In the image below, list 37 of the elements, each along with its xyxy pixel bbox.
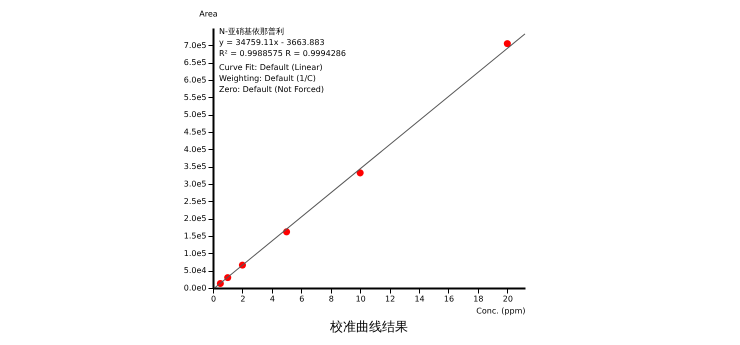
y-axis-title: Area (199, 10, 218, 18)
annotation: Zero: Default (Not Forced) (219, 85, 324, 94)
x-tick-label: 4 (270, 294, 275, 304)
annotation: Weighting: Default (1/C) (219, 74, 316, 83)
annotation: R² = 0.9988575 R = 0.9994286 (219, 49, 346, 58)
y-tick-label: 2.5e5 (184, 196, 206, 206)
x-tick-label: 8 (328, 294, 334, 304)
text: 校准曲线结果 (329, 320, 408, 335)
y-tick-label: 2.0e5 (184, 214, 206, 224)
annotation: y = 34759.11x - 3663.883 (219, 38, 325, 47)
x-tick-label: 18 (473, 294, 484, 304)
y-tick-label: 1.0e5 (184, 248, 206, 258)
y-tick-label: 4.5e5 (184, 128, 206, 136)
x-tick-label: 2 (240, 294, 246, 304)
x-tick-label: 6 (299, 294, 304, 304)
annotation: Curve Fit: Default (Linear) (219, 63, 323, 72)
annotation: N-亚硝基依那普利 (219, 27, 284, 36)
y-tick-label: 5.0e5 (184, 110, 206, 120)
y-tick-label: 5.5e5 (184, 92, 206, 102)
x-axis-title: Conc. (ppm) (476, 306, 526, 316)
x-tick-label: 10 (356, 294, 366, 304)
x-tick-label: 20 (502, 294, 513, 304)
y-tick-label: 6.0e5 (184, 76, 206, 84)
x-tick-label: 14 (414, 294, 425, 304)
x-tick-label: 12 (385, 294, 396, 304)
y-tick-label: 5.0e4 (184, 266, 206, 276)
y-tick-label: 0.0e0 (184, 284, 206, 292)
y-tick-label: 1.5e5 (184, 232, 206, 240)
y-tick-label: 3.0e5 (184, 180, 206, 188)
y-tick-label: 4.0e5 (184, 144, 206, 154)
y-tick-label: 3.5e5 (184, 162, 206, 172)
point (356, 169, 364, 176)
point (504, 40, 511, 48)
x-tick-label: 16 (444, 294, 454, 304)
y-tick-label: 7.0e5 (184, 40, 206, 50)
y-tick-label: 6.5e5 (184, 58, 206, 68)
x-tick-label: 0 (210, 294, 216, 304)
